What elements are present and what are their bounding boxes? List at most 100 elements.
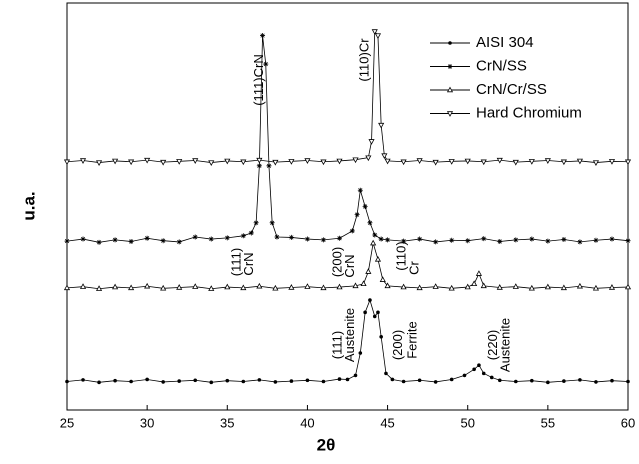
x-tick-label: 40 [300,415,314,430]
marker [592,284,600,291]
marker [256,157,263,164]
marker [378,236,384,242]
legend-label: CrN/Cr/SS [476,81,547,98]
marker [544,158,551,164]
marker [263,61,269,67]
marker [561,236,567,242]
marker [400,159,407,166]
x-tick-label: 25 [60,415,74,430]
marker [365,155,372,162]
marker [79,158,87,164]
marker [145,377,149,382]
marker [304,283,311,289]
marker [512,283,519,289]
marker [192,283,199,289]
marker [530,378,534,383]
marker [176,239,182,245]
x-tick-label: 50 [460,415,474,430]
marker [272,284,279,291]
marker [401,238,407,244]
marker [160,159,167,166]
marker [96,239,102,245]
marker [390,377,395,382]
marker [240,159,247,166]
marker [273,380,278,384]
marker [609,236,615,242]
marker [65,379,69,384]
marker [432,159,439,166]
marker [336,235,342,241]
marker [462,373,467,378]
marker [464,283,471,290]
marker [480,159,487,166]
marker [113,378,117,383]
marker [363,310,367,315]
peak-annotation: (111) [329,331,344,359]
series-line [66,35,629,243]
marker [433,239,439,245]
marker [160,284,167,291]
marker [513,237,519,243]
legend-marker [447,64,453,69]
marker [345,377,350,382]
marker [608,284,616,290]
series-line [66,243,629,290]
marker [128,239,134,245]
marker [362,204,368,209]
marker [432,283,439,289]
peak-annotation: (110) [393,241,408,270]
marker [144,282,151,289]
marker [416,158,423,164]
marker [192,234,198,240]
marker [433,380,438,384]
marker [274,234,280,240]
marker [241,379,246,384]
x-axis-label: 2θ [317,435,336,454]
marker [576,282,583,289]
marker [112,237,118,243]
marker [371,29,378,35]
marker [512,159,519,166]
marker [349,228,355,234]
marker [305,378,310,383]
marker [336,158,343,165]
marker [472,367,476,372]
marker [381,153,388,160]
marker [128,284,135,291]
marker [562,379,566,383]
marker [400,283,407,290]
marker [176,159,183,165]
peak-annotation: Ferrite [405,321,420,359]
marker [367,220,373,226]
marker [358,351,363,355]
marker [560,284,567,291]
marker [224,235,230,241]
marker [480,282,487,289]
marker [593,237,599,243]
marker [63,159,71,166]
marker [545,238,551,244]
marker [288,159,295,165]
x-tick-label: 45 [380,415,394,430]
marker [416,284,423,291]
marker [288,234,294,240]
marker [496,284,503,290]
marker [256,282,263,289]
marker [352,282,359,289]
marker [528,159,535,165]
legend-marker [448,41,452,45]
peak-annotation: Cr [406,260,421,274]
marker [489,375,494,380]
marker [337,377,342,381]
marker [321,379,326,384]
marker [248,230,254,236]
marker [448,159,455,165]
marker [610,378,614,383]
marker [379,334,383,339]
marker [576,158,583,165]
marker [384,282,391,289]
series-line [66,298,629,383]
marker [260,33,266,39]
marker [256,163,262,169]
